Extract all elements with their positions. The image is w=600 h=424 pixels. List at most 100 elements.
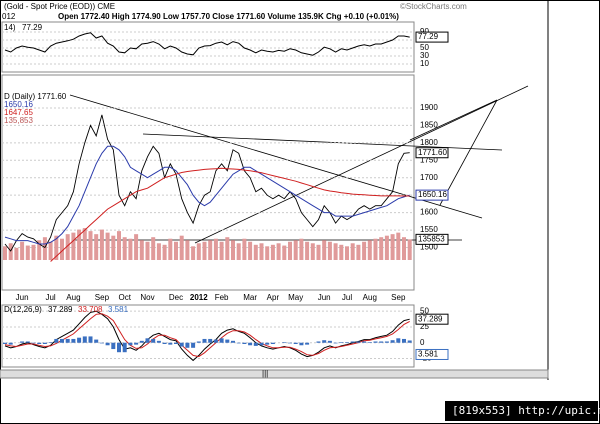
histogram-bar <box>305 342 310 345</box>
rsi-line <box>4 32 410 56</box>
scroll-grip[interactable]: ||| <box>262 369 268 378</box>
histogram-bar <box>8 342 13 345</box>
histogram-bar <box>213 339 218 343</box>
value-box-label: 77.29 <box>418 32 439 41</box>
volume-bar <box>60 238 64 260</box>
y-tick-label: 25 <box>420 322 429 331</box>
volume-bar <box>265 246 270 260</box>
volume-bar <box>65 234 70 260</box>
value-box-label: 1650.16 <box>418 190 447 199</box>
x-tick-label: Oct <box>118 293 131 302</box>
volume-bar <box>362 241 367 260</box>
price-line <box>50 167 410 262</box>
value-box-label: 37.289 <box>418 314 443 323</box>
x-tick-label: Jul <box>342 293 352 302</box>
histogram-bar <box>333 342 338 344</box>
histogram-bar <box>25 341 30 343</box>
x-tick-label: Dec <box>169 293 183 302</box>
volume-bar <box>270 244 275 260</box>
rsi-panel <box>1 21 415 73</box>
macd-legend: D(12,26,9) <box>4 305 42 314</box>
volume-bar <box>219 241 224 260</box>
volume-bar <box>327 241 332 260</box>
volume-bar <box>94 234 99 260</box>
volume-bar <box>236 243 241 260</box>
price-panel <box>1 74 415 291</box>
histogram-bar <box>384 341 389 343</box>
histogram-bar <box>60 338 64 343</box>
y-tick-label: 1800 <box>420 138 438 147</box>
price-line <box>4 145 410 245</box>
volume-bar <box>350 243 355 260</box>
volume-bar <box>191 246 196 260</box>
value-box-label: 1771.60 <box>418 148 447 157</box>
x-tick-label: Aug <box>363 293 377 302</box>
x-tick-label: Sep <box>391 293 406 302</box>
value-box <box>415 233 449 245</box>
scrollbar[interactable] <box>0 369 549 379</box>
volume-bar <box>208 240 213 260</box>
volume-bar <box>48 241 53 260</box>
volume-bar <box>88 231 93 260</box>
value-box-label: 3.581 <box>418 350 439 359</box>
volume-bar <box>242 238 247 260</box>
histogram-bar <box>156 340 161 343</box>
legend-entry: 1650.16 <box>4 100 33 109</box>
volume-bar <box>151 237 156 260</box>
volume-bar <box>288 241 292 260</box>
histogram-bar <box>282 342 287 343</box>
volume-bar <box>322 240 327 260</box>
volume-bar <box>345 246 349 260</box>
macd-line <box>4 310 410 362</box>
histogram-bar <box>236 342 241 344</box>
volume-bar <box>14 247 19 260</box>
histogram-bar <box>162 342 167 344</box>
volume-bar <box>253 244 258 260</box>
volume-bar <box>407 239 412 260</box>
volume-bar <box>3 246 7 260</box>
volume-bar <box>99 229 104 260</box>
volume-bar <box>134 234 139 260</box>
volume-bar <box>259 243 264 260</box>
title: (Gold - Spot Price (EOD)) CME <box>4 2 115 11</box>
volume-bar <box>174 241 178 260</box>
volume-bar <box>139 240 144 260</box>
histogram-bar <box>299 342 304 346</box>
x-tick-label: Aug <box>66 293 80 302</box>
value-box <box>415 31 449 43</box>
volume-bar <box>202 241 207 260</box>
x-tick-label: Jun <box>318 293 331 302</box>
histogram-bar <box>339 342 344 343</box>
volume-bar <box>128 238 133 260</box>
volume-bar <box>310 243 315 260</box>
volume-bar <box>396 232 401 260</box>
y-tick-label: 1600 <box>420 208 438 217</box>
histogram-bar <box>253 342 258 346</box>
histogram-bar <box>242 342 247 344</box>
watermark: [819x553] http://upic.me/ <box>452 404 600 417</box>
histogram-bar <box>219 338 224 343</box>
y-tick-label: 1750 <box>420 155 438 164</box>
histogram-bar <box>390 340 395 343</box>
x-tick-label: Apr <box>267 293 280 302</box>
histogram-bar <box>42 342 47 344</box>
volume-bar <box>373 238 378 260</box>
histogram-bar <box>179 342 184 347</box>
histogram-bar <box>259 342 264 346</box>
histogram-bar <box>54 338 59 343</box>
volume-bar <box>31 244 36 260</box>
volume-bar <box>384 235 389 260</box>
y-tick-label: 1850 <box>420 120 438 129</box>
histogram-bar <box>139 340 144 343</box>
value-box <box>415 147 449 159</box>
histogram-bar <box>396 338 401 343</box>
value-box <box>415 348 449 360</box>
y-tick-label: 0 <box>420 338 425 347</box>
volume-bar <box>356 244 361 260</box>
source: ©StockCharts.com <box>400 2 467 11</box>
histogram-bar <box>191 342 196 348</box>
rsi-name: 77.29 <box>22 23 43 32</box>
histogram-bar <box>202 338 207 343</box>
y-tick-label: 1700 <box>420 173 438 182</box>
y-tick-label: 30 <box>420 51 429 60</box>
